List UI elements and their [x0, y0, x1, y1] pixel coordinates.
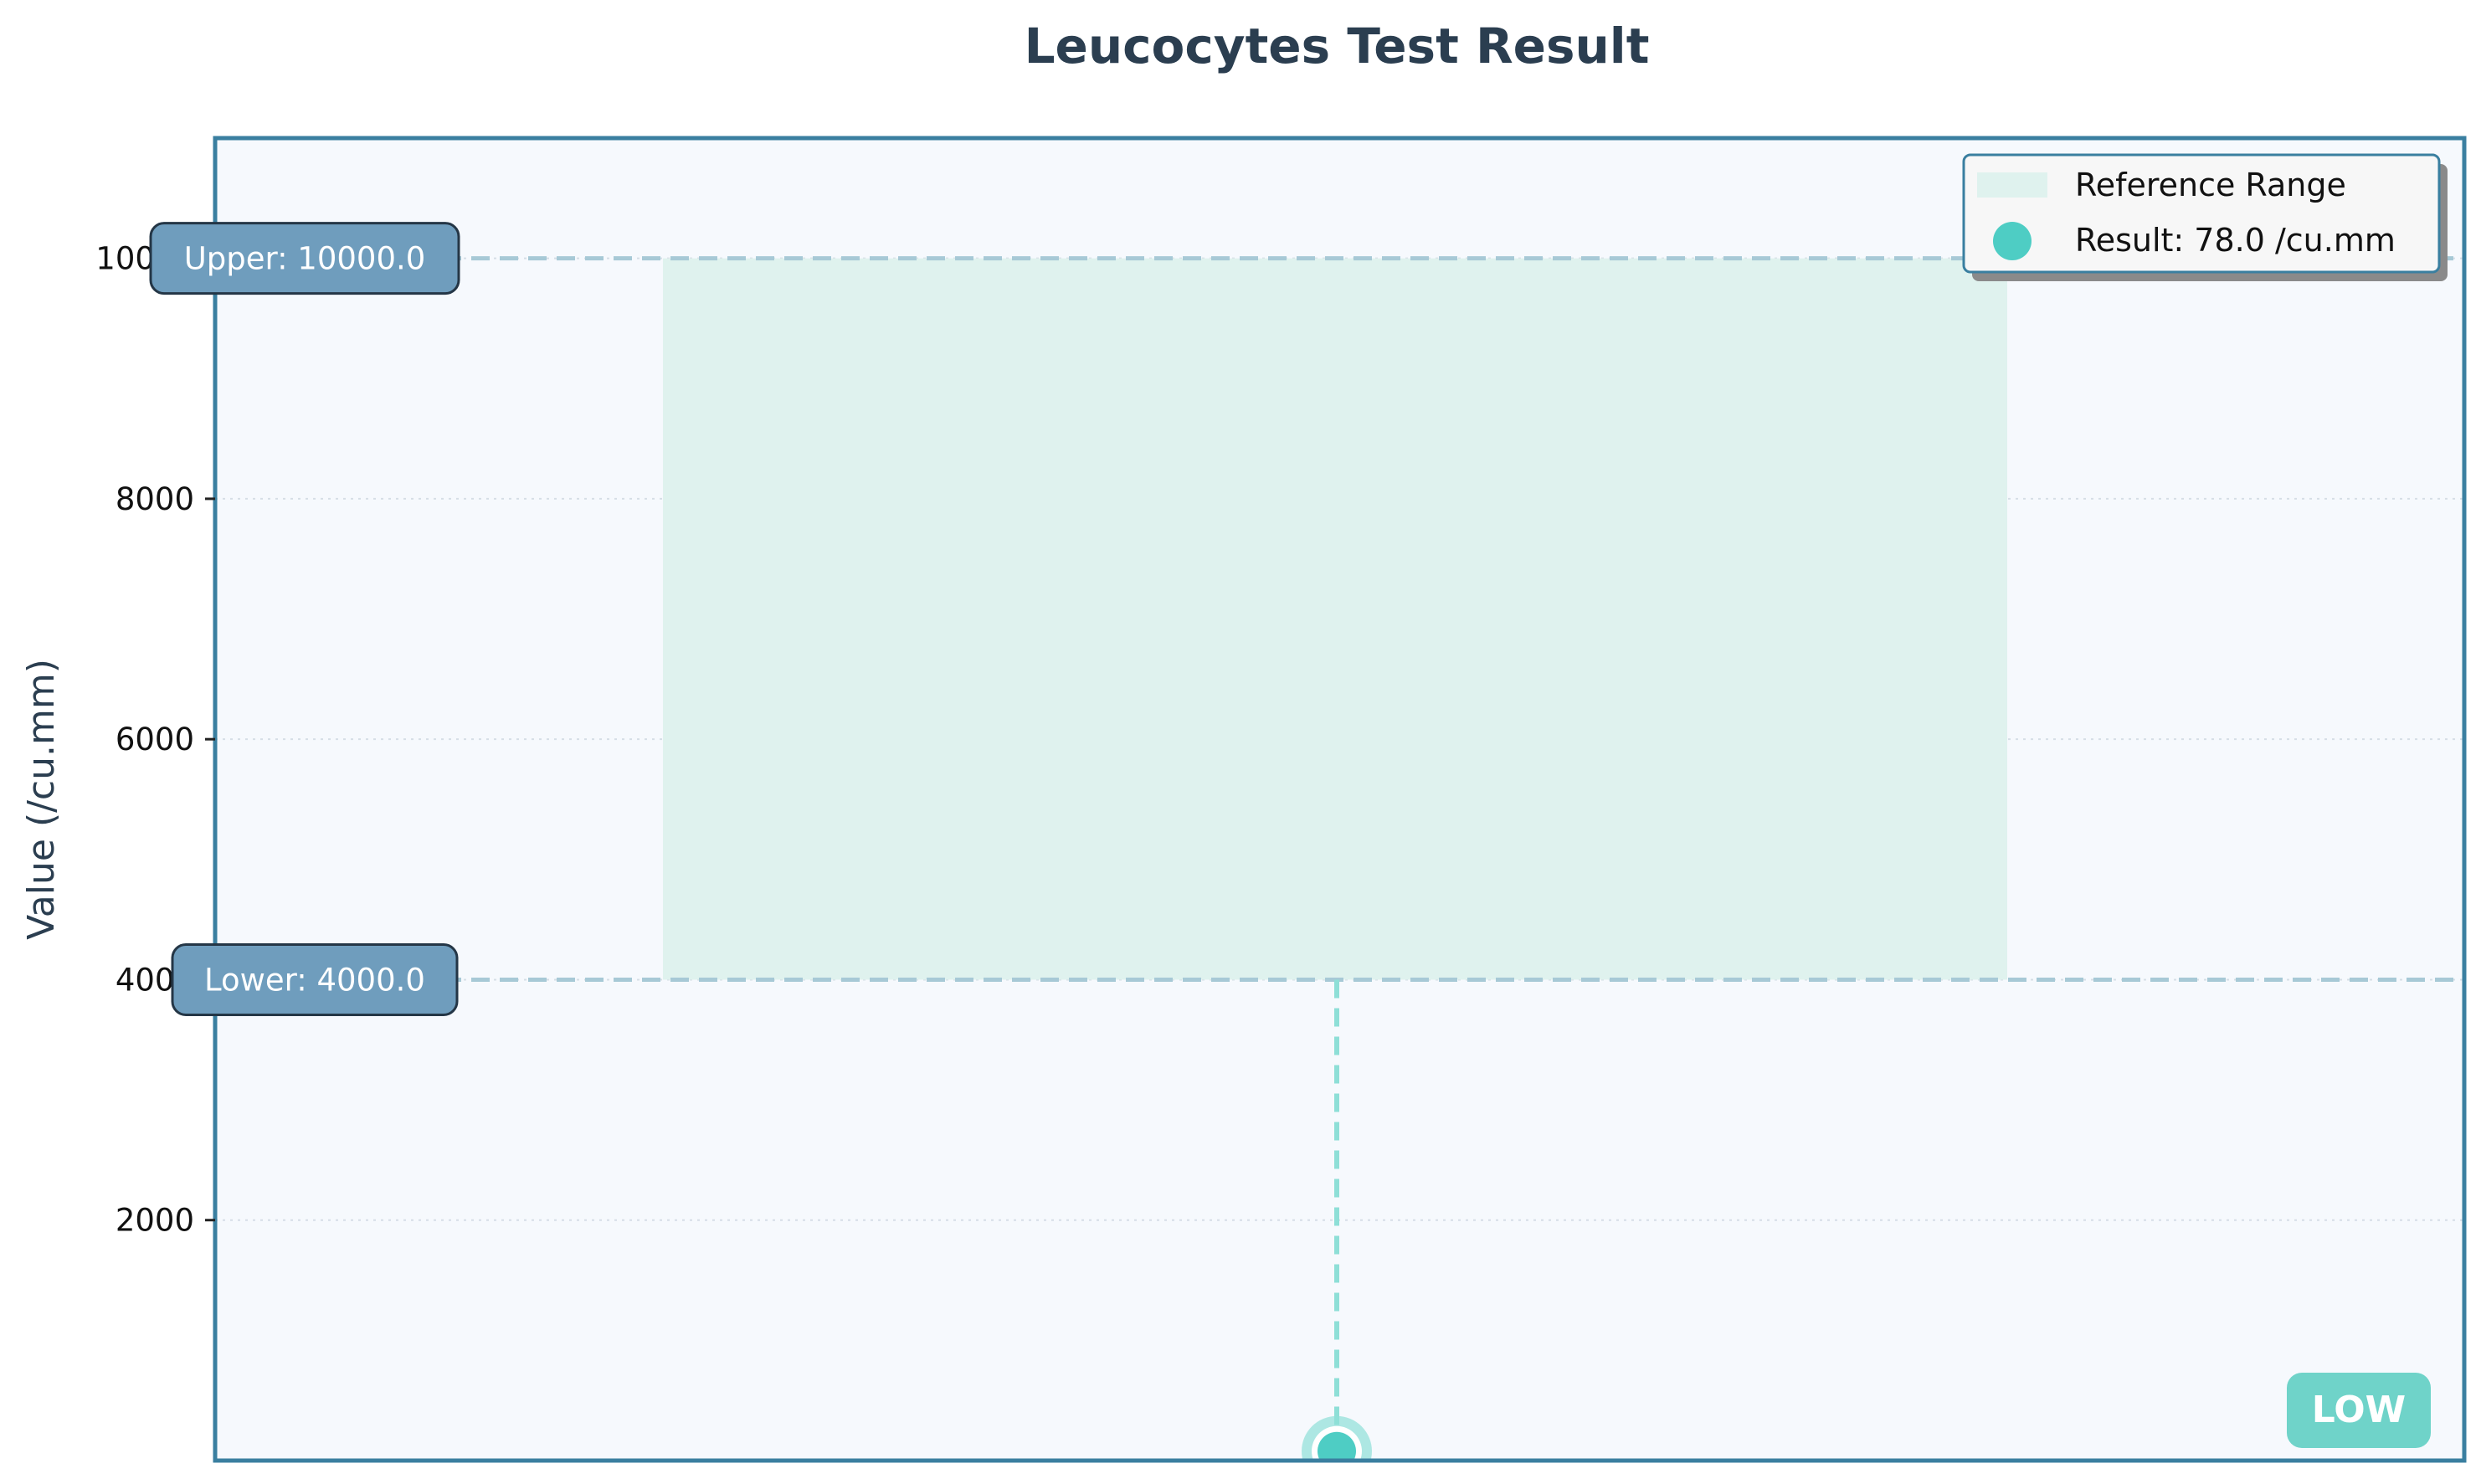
legend: Reference Range Result: 78.0 /cu.mm — [1962, 153, 2448, 281]
upper-annotation-text: Upper: 10000.0 — [184, 241, 426, 277]
y-tick-label: 6000 — [116, 721, 194, 757]
upper-annotation-box — [149, 222, 460, 295]
legend-label-result: Result: 78.0 /cu.mm — [2075, 222, 2396, 259]
legend-label-reference: Reference Range — [2075, 167, 2346, 203]
reference-range-band — [663, 258, 2007, 980]
status-badge-text: LOW — [2312, 1389, 2406, 1431]
y-tick-label: 8000 — [116, 481, 194, 517]
status-badge: LOW — [2287, 1373, 2431, 1448]
legend-marker-result — [1993, 222, 2032, 260]
plot-frame — [213, 136, 2467, 1463]
status-badge-box — [2287, 1373, 2431, 1448]
lower-annotation-text: Lower: 4000.0 — [204, 962, 425, 998]
chart-title: Leucocytes Test Result — [1025, 18, 1650, 74]
y-tick-label: 2000 — [116, 1203, 194, 1239]
lower-annotation: Lower: 4000.0 — [171, 942, 459, 1016]
lower-annotation-box — [171, 942, 459, 1016]
result-point — [1318, 1431, 1356, 1461]
upper-annotation: Upper: 10000.0 — [149, 222, 460, 295]
legend-box — [1962, 153, 2441, 274]
legend-swatch-reference — [1977, 172, 2047, 198]
y-axis-label: Value (/cu.mm) — [20, 659, 63, 940]
